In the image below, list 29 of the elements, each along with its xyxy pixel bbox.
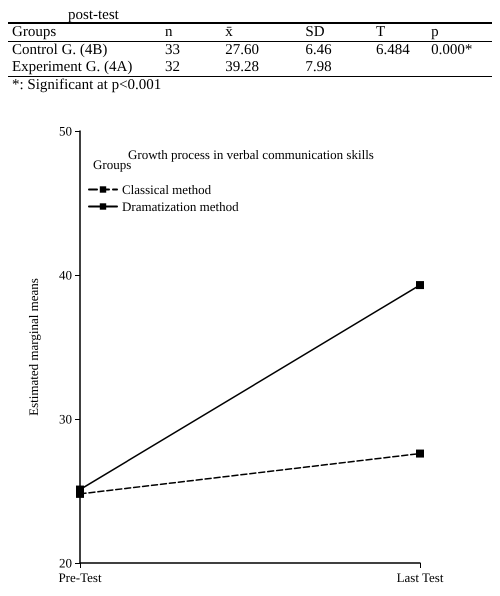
y-tick-label: 50	[59, 124, 72, 138]
text: 6.46	[304, 42, 333, 59]
x-tick-label: Last Test	[396, 570, 444, 585]
text: 6.484	[374, 42, 411, 59]
text: 39.28	[224, 59, 260, 76]
text: p	[430, 23, 440, 42]
text: Groups	[11, 23, 58, 42]
point	[416, 450, 424, 458]
text: x̄	[224, 23, 234, 42]
text: 0.000*	[430, 42, 474, 59]
x-tick-label: Pre-Test	[58, 570, 102, 585]
legend-label: Classical method	[122, 182, 212, 197]
text: T	[374, 23, 386, 42]
y-axis-title: Estimated marginal means	[26, 278, 41, 416]
text: Experiment G. (4A)	[11, 59, 134, 76]
legend-label: Dramatization method	[122, 199, 240, 214]
text: n	[164, 23, 174, 42]
point	[416, 281, 424, 290]
y-tick-label: 20	[59, 556, 72, 570]
y-tick-label: 40	[59, 268, 72, 282]
text: 7.98	[304, 59, 333, 76]
text: 27.60	[224, 42, 260, 59]
text: SD	[304, 23, 326, 42]
text: 32	[164, 59, 181, 76]
text: post-test	[67, 7, 120, 23]
text: *: Significant at p<0.001	[11, 77, 162, 94]
text: 33	[164, 42, 181, 59]
text: Control G. (4B)	[11, 42, 108, 59]
y-tick-label: 30	[59, 412, 72, 426]
